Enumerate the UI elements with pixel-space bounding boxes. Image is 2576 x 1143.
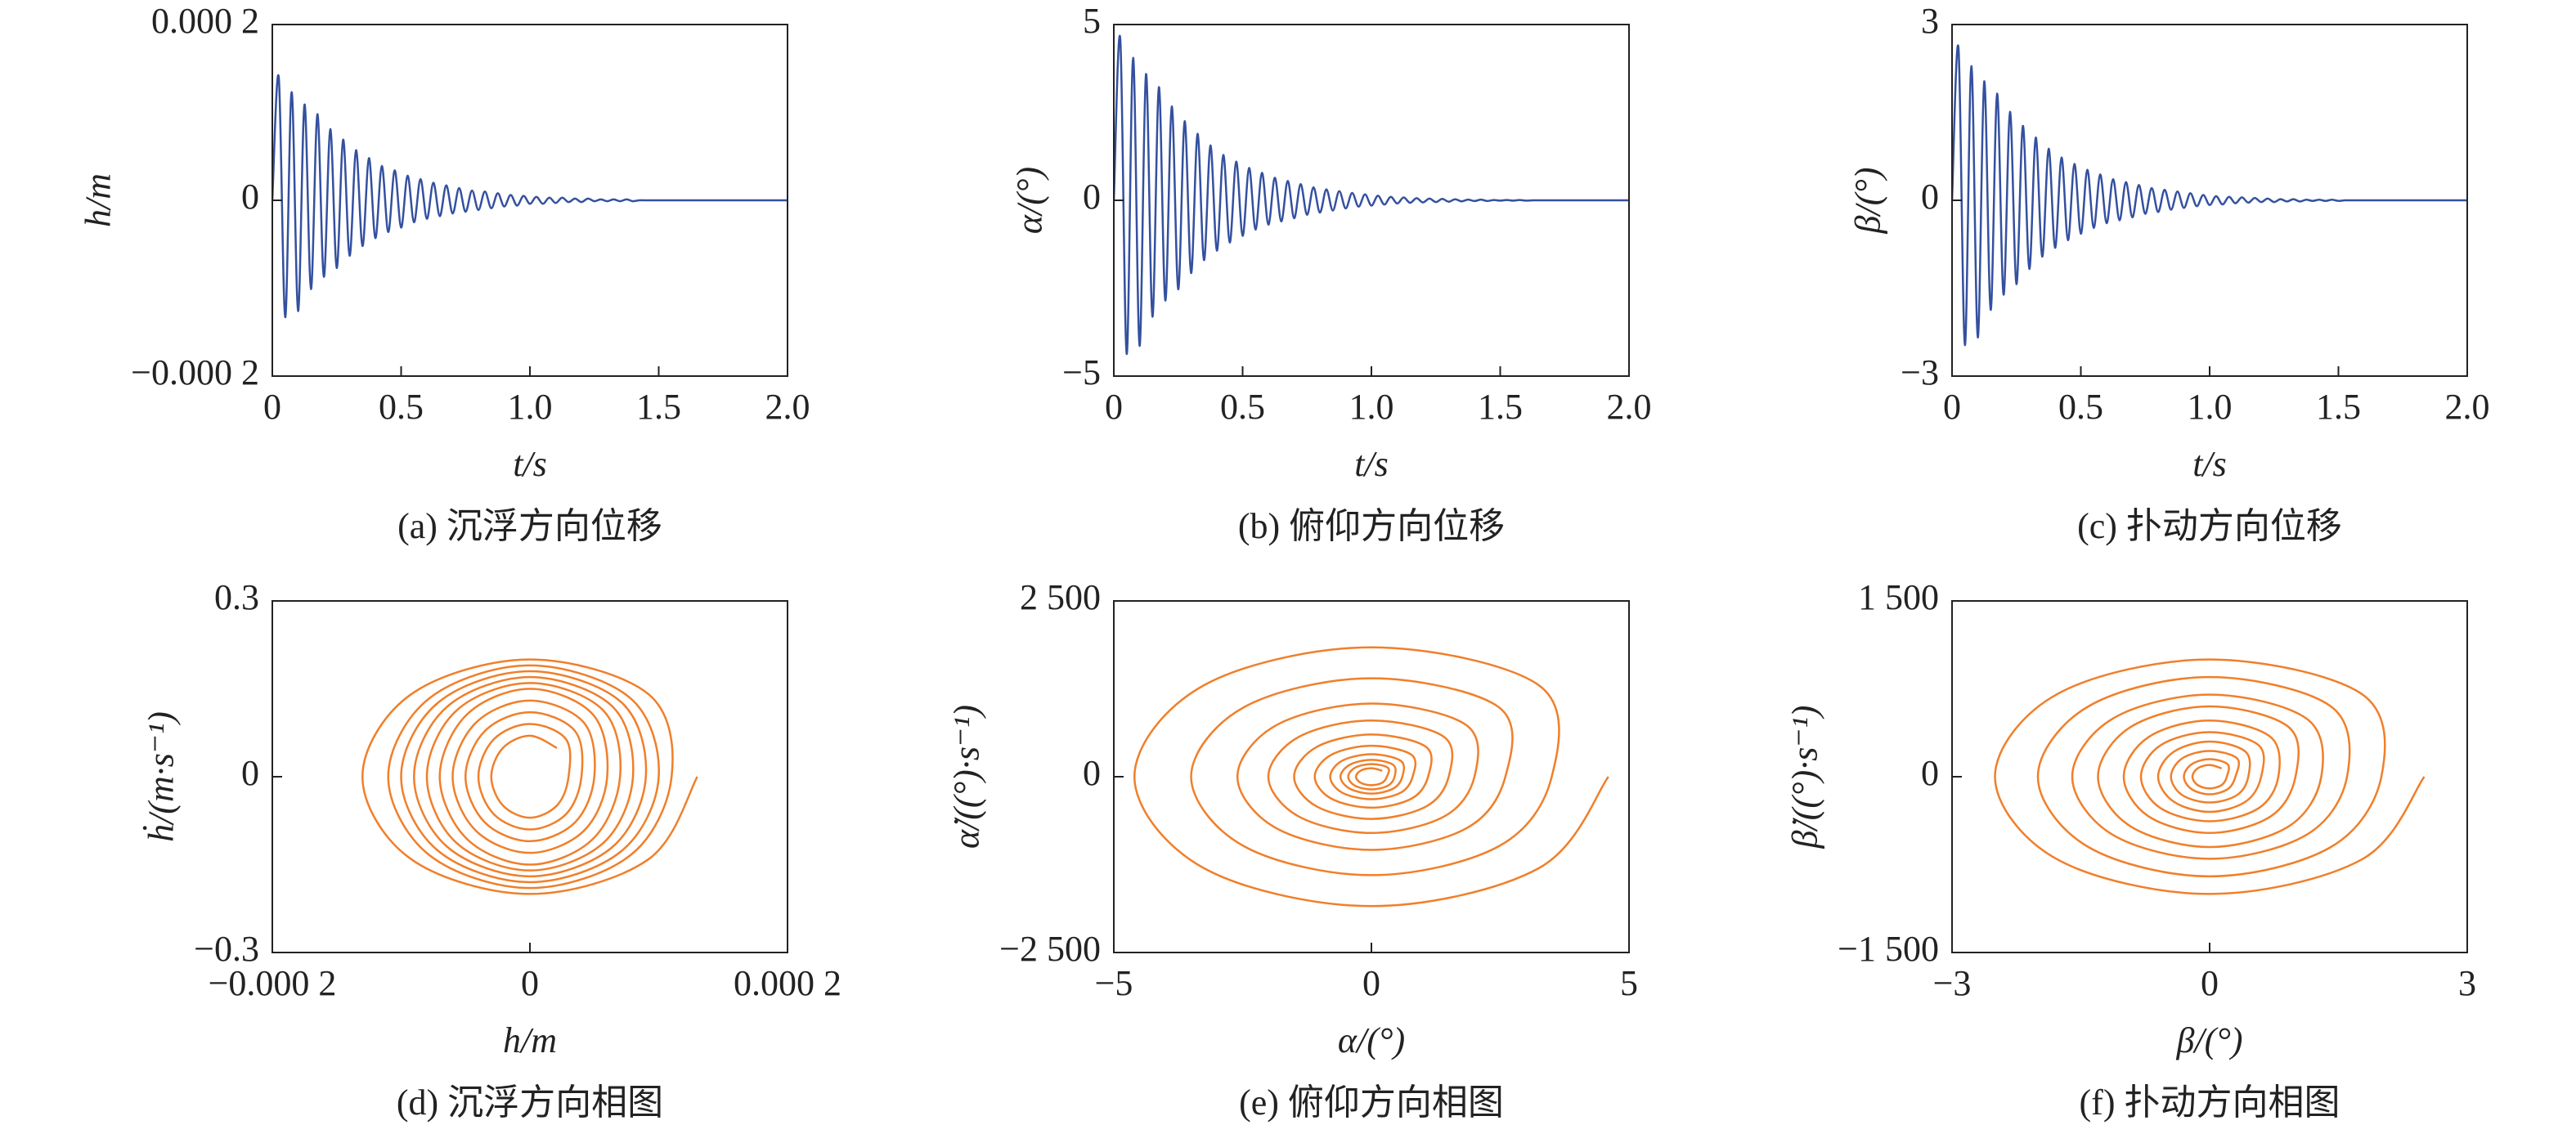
data-line xyxy=(1114,34,1629,356)
y-tick-label: 1 500 xyxy=(1858,577,1939,617)
y-tick-label: −2 500 xyxy=(999,929,1101,969)
y-tick-label: −5 xyxy=(1062,352,1101,392)
y-tick-label: 0 xyxy=(1083,753,1101,793)
x-tick-label: 0 xyxy=(1362,963,1380,1003)
x-tick-label: 0 xyxy=(521,963,539,1003)
x-axis-label: h/m xyxy=(503,1020,557,1060)
caption: (f) 扑动方向相图 xyxy=(2080,1082,2340,1123)
x-tick-label: 0.5 xyxy=(1220,387,1265,427)
data-line xyxy=(272,74,788,319)
x-tick-label: 0 xyxy=(263,387,281,427)
x-tick-label: 0.000 2 xyxy=(734,963,841,1003)
y-axis-label: β/(°) xyxy=(1847,167,1887,234)
x-tick-label: 1.0 xyxy=(1349,387,1394,427)
x-tick-label: 2.0 xyxy=(765,387,810,427)
caption: (a) 沉浮方向位移 xyxy=(397,506,662,546)
x-tick-label: −5 xyxy=(1095,963,1133,1003)
x-axis-label: β/(°) xyxy=(2175,1020,2242,1060)
y-axis-label: α̇/((°)·s⁻¹) xyxy=(946,705,986,849)
y-tick-label: 0 xyxy=(1083,177,1101,217)
y-tick-label: 0.3 xyxy=(214,577,259,617)
x-axis-label: t/s xyxy=(1354,444,1389,484)
x-tick-label: 0.5 xyxy=(2058,387,2103,427)
x-tick-label: 0 xyxy=(1943,387,1961,427)
y-tick-label: 0.000 2 xyxy=(151,1,259,41)
x-tick-label: 1.5 xyxy=(636,387,681,427)
y-tick-label: 0 xyxy=(1921,177,1939,217)
data-line xyxy=(1952,44,2467,347)
x-axis-label: t/s xyxy=(2192,444,2227,484)
data-line xyxy=(1133,646,1609,908)
x-tick-label: 1.5 xyxy=(1478,387,1523,427)
caption: (d) 沉浮方向相图 xyxy=(397,1082,663,1123)
y-tick-label: 5 xyxy=(1083,1,1101,41)
caption: (c) 扑动方向位移 xyxy=(2077,506,2342,546)
data-line xyxy=(361,658,698,895)
y-tick-label: 0 xyxy=(241,177,259,217)
y-tick-label: 3 xyxy=(1921,1,1939,41)
x-tick-label: −0.000 2 xyxy=(209,963,337,1003)
y-axis-label: ḣ/(m·s⁻¹) xyxy=(141,711,181,842)
x-tick-label: 5 xyxy=(1620,963,1638,1003)
x-tick-label: 0.5 xyxy=(379,387,424,427)
y-tick-label: −0.000 2 xyxy=(131,352,259,392)
x-axis-label: t/s xyxy=(513,444,547,484)
data-line xyxy=(1994,658,2426,895)
caption: (e) 俯仰方向相图 xyxy=(1239,1082,1504,1123)
y-tick-label: −3 xyxy=(1901,352,1939,392)
x-tick-label: 3 xyxy=(2458,963,2476,1003)
x-tick-label: 1.0 xyxy=(2188,387,2233,427)
y-tick-label: 2 500 xyxy=(1020,577,1101,617)
x-tick-label: 2.0 xyxy=(1607,387,1652,427)
y-tick-label: −0.3 xyxy=(194,929,259,969)
x-tick-label: 2.0 xyxy=(2445,387,2490,427)
y-axis-label: α/(°) xyxy=(1009,167,1049,234)
plot-frame xyxy=(272,600,788,953)
caption: (b) 俯仰方向位移 xyxy=(1238,506,1505,546)
y-axis-label: h/m xyxy=(78,173,118,227)
x-tick-label: 1.5 xyxy=(2316,387,2361,427)
x-axis-label: α/(°) xyxy=(1338,1020,1405,1060)
plot-frame xyxy=(1951,600,2468,953)
x-tick-label: 1.0 xyxy=(508,387,553,427)
y-axis-label: β̇/((°)·s⁻¹) xyxy=(1784,706,1824,849)
y-tick-label: 0 xyxy=(1921,753,1939,793)
x-tick-label: −3 xyxy=(1933,963,1972,1003)
x-tick-label: 0 xyxy=(2201,963,2219,1003)
x-tick-label: 0 xyxy=(1105,387,1123,427)
y-tick-label: −1 500 xyxy=(1838,929,1939,969)
y-tick-label: 0 xyxy=(241,753,259,793)
